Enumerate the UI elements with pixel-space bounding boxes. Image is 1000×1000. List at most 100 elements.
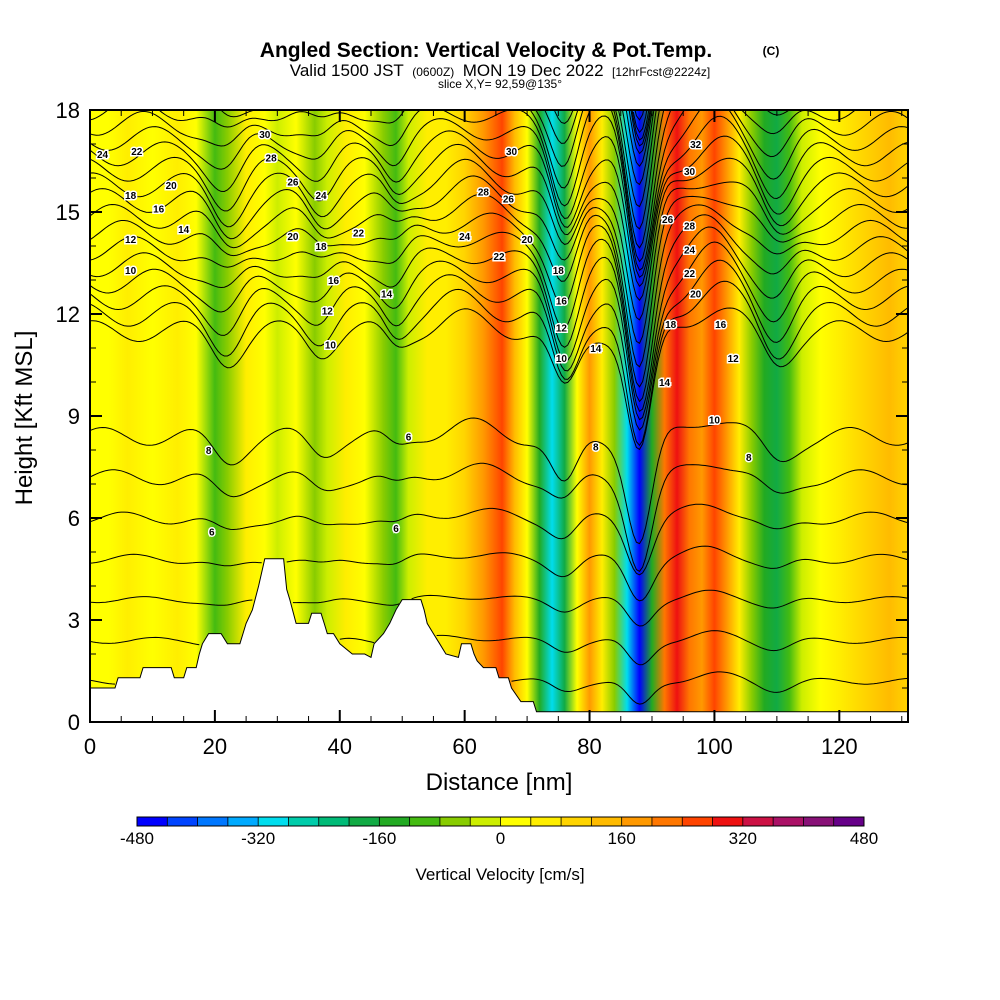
contour-label: 20 [166, 181, 178, 192]
contour-label: 12 [728, 354, 740, 365]
terrain [90, 558, 908, 722]
contour-label: 26 [662, 215, 674, 226]
colorbar-swatch [561, 817, 592, 826]
contour-label: 24 [315, 191, 327, 202]
y-tick-label: 3 [68, 608, 80, 633]
contour-label: 18 [665, 320, 677, 331]
isentrope-10 [90, 417, 908, 545]
isentrope-27 [230, 110, 660, 230]
contour-label: 8 [593, 443, 599, 454]
contour-label: 18 [125, 191, 137, 202]
isentrope-26 [220, 110, 791, 249]
contour-label: 12 [322, 307, 334, 318]
potential-temperature-contours [90, 96, 908, 705]
contour-label: 8 [746, 453, 752, 464]
isentrope-14 [90, 241, 908, 421]
isentrope-34 [632, 110, 648, 134]
valid-date: MON 19 Dec 2022 [463, 61, 604, 80]
x-tick-label: 60 [452, 734, 476, 759]
isentrope-8 [90, 503, 908, 576]
isentrope-36 [636, 96, 642, 103]
colorbar-swatch [651, 817, 683, 826]
isentrope-22 [90, 115, 908, 288]
contour-label: 28 [266, 154, 278, 165]
contour-label: 30 [259, 130, 271, 141]
y-tick-label: 12 [56, 302, 80, 327]
colorbar-swatch [349, 817, 380, 826]
contour-label: 16 [715, 320, 727, 331]
colorbar-tick-label: -480 [120, 829, 154, 848]
valid-time: Valid 1500 JST [290, 61, 404, 80]
contour-label: 22 [131, 147, 143, 158]
isentrope-35 [634, 110, 645, 121]
colorbar-tick-label: 320 [729, 829, 757, 848]
colorbar-swatch [379, 817, 411, 826]
colorbar-tick-label: -320 [241, 829, 275, 848]
isentrope-9 [90, 462, 908, 572]
y-axis: 0 3 6 9 12 15 18 [56, 98, 908, 735]
isentrope-21 [90, 135, 908, 302]
y-tick-label: 0 [68, 710, 80, 735]
contour-label: 28 [478, 188, 490, 199]
x-axis: 0 20 40 60 80 100 120 [84, 110, 903, 759]
isentrope-29 [621, 110, 655, 186]
x-tick-label: 20 [203, 734, 227, 759]
contour-label: 22 [353, 228, 365, 239]
isentrope-17 [90, 204, 908, 388]
colorbar-tick-label: 160 [607, 829, 635, 848]
y-tick-label: 18 [56, 98, 80, 123]
contour-label: 28 [684, 222, 696, 233]
isentrope-16 [90, 214, 908, 403]
utc-time: (0600Z) [412, 65, 454, 79]
contour-label: 10 [709, 415, 721, 426]
contour-label: 6 [209, 528, 215, 539]
contour-label: 10 [556, 354, 568, 365]
colorbar-swatch [682, 817, 714, 826]
contour-label: 30 [684, 167, 696, 178]
isentrope-6 [90, 589, 908, 627]
x-tick-label: 40 [328, 734, 352, 759]
contour-label: 20 [287, 232, 299, 243]
isentrope-23 [90, 110, 908, 278]
contour-label: 16 [556, 296, 568, 307]
y-tick-label: 9 [68, 404, 80, 429]
copyright-mark: (C) [763, 44, 780, 58]
colorbar-tick-label: -160 [362, 829, 396, 848]
isentrope-24 [90, 110, 908, 271]
colorbar-swatch [833, 817, 865, 826]
colorbar-swatch [227, 817, 259, 826]
contour-label: 18 [315, 242, 327, 253]
contour-label: 30 [506, 147, 518, 158]
colorbar-swatch [773, 817, 804, 826]
valid-time-line: Valid 1500 JST (0600Z) MON 19 Dec 2022 [… [290, 61, 710, 80]
colorbar-label: Vertical Velocity [cm/s] [415, 865, 584, 884]
y-tick-label: 15 [56, 200, 80, 225]
contour-label: 20 [522, 235, 534, 246]
contour-label: 14 [381, 290, 393, 301]
colorbar: -480 -320 -160 0 160 320 480 [120, 816, 878, 848]
colorbar-swatch [470, 817, 501, 826]
y-tick-label: 6 [68, 506, 80, 531]
isentrope-7 [90, 545, 908, 602]
contour-label: 10 [325, 341, 337, 352]
contour-label: 12 [125, 235, 137, 246]
isentrope-12 [90, 280, 908, 447]
isentrope-5 [90, 630, 908, 666]
y-axis-label: Height [Kft MSL] [11, 331, 38, 506]
contour-label: 24 [684, 245, 696, 256]
colorbar-swatch [530, 817, 562, 826]
contour-label: 24 [459, 232, 471, 243]
contour-label: 14 [590, 344, 602, 355]
colorbar-swatch [197, 817, 229, 826]
colorbar-swatch [409, 817, 441, 826]
isentrope-28 [553, 110, 657, 208]
contour-label: 6 [406, 432, 412, 443]
contour-label: 20 [690, 290, 702, 301]
contour-label: 12 [556, 324, 568, 335]
colorbar-swatch [258, 817, 289, 826]
colorbar-swatch [591, 817, 623, 826]
contour-label: 14 [178, 225, 190, 236]
isentrope-13 [90, 259, 908, 431]
x-tick-label: 120 [821, 734, 858, 759]
